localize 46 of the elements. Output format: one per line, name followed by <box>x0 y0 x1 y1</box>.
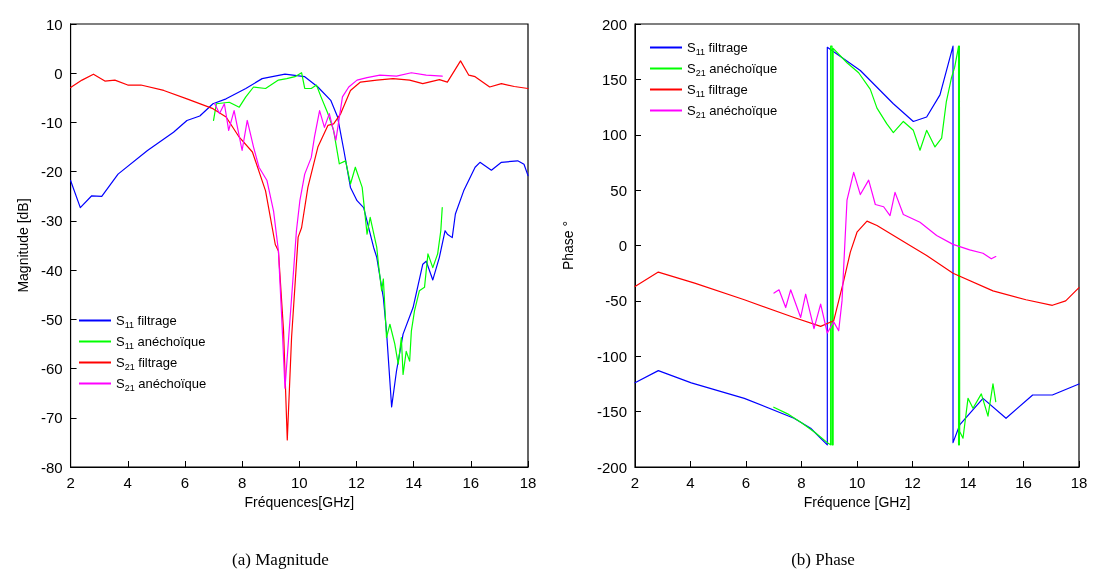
y-tick-label: 100 <box>601 126 627 144</box>
y-tick-label: 0 <box>618 237 627 254</box>
x-tick-label: 14 <box>405 474 422 491</box>
y-tick-label: 0 <box>54 64 63 82</box>
x-tick-label: 2 <box>66 474 75 491</box>
x-tick-label: 6 <box>741 474 751 491</box>
x-tick-label: 8 <box>237 474 247 491</box>
x-tick-label: 18 <box>1070 474 1088 491</box>
y-axis-title: Magnitude [dB] <box>15 198 31 293</box>
y-tick-label: -80 <box>40 458 63 476</box>
line-series <box>773 171 997 334</box>
y-tick-label: 200 <box>601 15 627 33</box>
x-tick-label: 2 <box>630 474 640 491</box>
x-tick-label: 16 <box>462 474 480 491</box>
line-series <box>634 220 1080 327</box>
y-tick-label: -40 <box>40 261 63 279</box>
x-tick-label: 4 <box>123 474 132 491</box>
x-axis-title: Fréquence [GHz] <box>803 494 911 510</box>
y-axis-title: Phase ° <box>560 220 576 271</box>
x-axis-title: Fréquences[GHz] <box>244 494 355 510</box>
x-tick-label: 16 <box>1015 474 1032 491</box>
text: (b) Phase <box>791 550 855 569</box>
y-tick-label: 10 <box>45 15 63 33</box>
y-tick-label: -30 <box>40 212 63 230</box>
x-tick-label: 4 <box>686 474 695 491</box>
y-tick-label: -200 <box>596 458 627 476</box>
x-tick-label: 6 <box>180 474 190 491</box>
y-tick-label: 150 <box>601 70 627 88</box>
x-tick-label: 8 <box>797 474 806 491</box>
x-tick-label: 10 <box>290 474 308 491</box>
line-series <box>634 45 1080 446</box>
y-tick-label: -10 <box>40 113 63 131</box>
y-tick-label: -150 <box>596 403 627 421</box>
x-tick-label: 18 <box>519 474 537 491</box>
y-tick-label: 50 <box>610 181 627 199</box>
y-tick-label: -60 <box>40 360 63 378</box>
x-tick-label: 14 <box>959 474 977 491</box>
y-tick-label: -20 <box>40 163 63 181</box>
y-tick-label: -70 <box>40 409 63 427</box>
y-tick-label: -50 <box>40 310 63 328</box>
y-tick-label: -100 <box>596 347 627 365</box>
x-tick-label: 10 <box>848 474 866 491</box>
x-tick-label: 12 <box>348 474 365 491</box>
x-tick-label: 12 <box>904 474 921 491</box>
y-tick-label: -50 <box>605 292 627 310</box>
text: (a) Magnitude <box>232 550 329 569</box>
